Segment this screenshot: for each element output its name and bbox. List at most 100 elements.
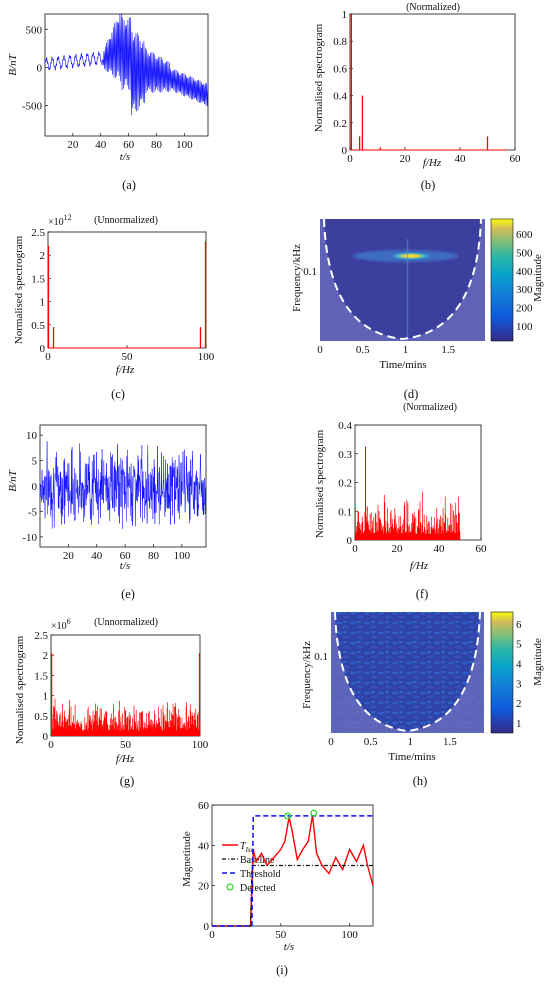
xtick-c-1: 50 — [122, 351, 134, 363]
ytick-e-3: -5 — [28, 506, 38, 518]
ytick-g-0: 0 — [43, 731, 49, 743]
ytick-f-2: 0.2 — [338, 478, 352, 490]
ytick-b-3: 0.6 — [333, 63, 347, 75]
colorbar-label-d: Magnitude — [532, 254, 544, 302]
spectrum-f — [355, 491, 461, 540]
ytick-c-0: 0 — [40, 343, 46, 355]
ytick-b-1: 0.2 — [333, 118, 347, 130]
colorbar-d-tick-5: 600 — [516, 229, 533, 241]
ytick-c-3: 1.5 — [31, 273, 45, 285]
legend-i-entry-2: Threshold — [240, 869, 281, 880]
exponent-g: ×106 — [51, 617, 71, 632]
xtick-a-4: 100 — [176, 139, 193, 151]
xlabel-g: f/Hz — [116, 753, 135, 765]
colorbar-h-tick-4: 5 — [516, 639, 522, 651]
detected-marker-0 — [284, 812, 292, 820]
ytick-f-1: 0.1 — [338, 506, 352, 518]
xlabel-b: f/Hz — [423, 157, 442, 169]
colorbar-h-tick-2: 3 — [516, 678, 522, 690]
legend-i-entry-0: TIso — [240, 841, 255, 854]
xtick-f-3: 60 — [476, 543, 488, 555]
spectrum-g — [50, 698, 201, 736]
xtick-i-2: 100 — [341, 929, 358, 941]
colorbar-h-tick-1: 2 — [516, 698, 522, 710]
xtick-e-2: 60 — [120, 550, 132, 562]
panel-label-f: (f) — [416, 587, 429, 601]
series-i-baseline — [212, 864, 373, 927]
ytick-g-5: 2.5 — [34, 630, 48, 642]
xtick-d-2: 1 — [403, 344, 409, 356]
colorbar-h — [490, 611, 514, 734]
series-a — [44, 13, 209, 116]
xtick-f-1: 20 — [392, 543, 404, 555]
colorbar-label-h: Magnitude — [532, 638, 544, 686]
panel-label-b: (b) — [421, 178, 436, 192]
axes-c — [47, 231, 207, 349]
colorbar-d-tick-2: 300 — [516, 284, 533, 296]
xtick-e-4: 100 — [174, 550, 191, 562]
ytick-b-0: 0 — [342, 145, 348, 157]
ytick-h-0: 0.1 — [314, 651, 328, 663]
title-f: (Normalized) — [403, 402, 457, 413]
xtick-f-0: 0 — [352, 543, 358, 555]
colorbar-d-tick-4: 500 — [516, 247, 533, 259]
xtick-b-2: 40 — [455, 153, 467, 165]
xtick-i-1: 50 — [275, 929, 287, 941]
coi-line-h — [334, 611, 481, 733]
ylabel-g: Normalised spectrogram — [14, 635, 26, 744]
xlabel-i: t/s — [284, 941, 294, 953]
legend-i-tiso-main: T — [240, 841, 247, 852]
colorbar-d — [490, 218, 514, 342]
colorbar-h-tick-5: 6 — [516, 619, 522, 631]
ytick-e-2: 0 — [32, 481, 38, 493]
xtick-b-3: 60 — [510, 153, 522, 165]
ytick-a-0: 500 — [26, 24, 43, 36]
xtick-h-3: 1.5 — [443, 736, 457, 748]
panel-label-i: (i) — [276, 963, 288, 977]
xtick-h-0: 0 — [328, 736, 334, 748]
ytick-b-4: 0.8 — [333, 36, 347, 48]
ylabel-f: Normalised spectrogram — [314, 429, 326, 538]
series-i-t-iso — [212, 814, 374, 927]
ytick-i-2: 40 — [198, 840, 210, 852]
axes-a — [44, 13, 209, 137]
ytick-e-0: 10 — [26, 430, 38, 442]
ylabel-a: B/nT — [7, 53, 19, 75]
xtick-a-3: 80 — [151, 139, 163, 151]
xtick-c-0: 0 — [45, 351, 51, 363]
ytick-e-4: -10 — [22, 532, 37, 544]
ytick-c-1: 0.5 — [31, 320, 45, 332]
coi-cone-d — [320, 219, 485, 341]
xtick-b-1: 20 — [400, 153, 412, 165]
xtick-d-1: 0.5 — [356, 344, 370, 356]
title-c: (Unnormalized) — [94, 215, 158, 226]
xtick-c-2: 100 — [198, 351, 215, 363]
ytick-g-2: 1 — [43, 691, 49, 703]
ylabel-i: Magnetitude — [181, 831, 193, 887]
xtick-a-0: 20 — [67, 139, 79, 151]
ytick-a-1: 0 — [37, 62, 43, 74]
colorbar-d-tick-0: 100 — [516, 321, 533, 333]
axes-b — [349, 13, 516, 151]
xlabel-f: f/Hz — [410, 560, 429, 572]
colorbar-h-tick-3: 4 — [516, 659, 522, 671]
ytick-i-0: 0 — [204, 921, 210, 933]
ytick-i-3: 60 — [198, 800, 210, 812]
ytick-g-1: 0.5 — [34, 711, 48, 723]
xtick-g-2: 100 — [192, 739, 209, 751]
ytick-f-4: 0.4 — [338, 420, 352, 432]
ytick-f-3: 0.3 — [338, 449, 352, 461]
ytick-f-0: 0 — [347, 535, 353, 547]
ytick-a-2: -500 — [22, 101, 43, 113]
panel-label-c: (c) — [111, 387, 125, 401]
panel-label-d: (d) — [404, 387, 419, 401]
ytick-c-5: 2.5 — [31, 227, 45, 239]
xlabel-d: Time/mins — [379, 359, 426, 371]
xtick-i-0: 0 — [209, 929, 215, 941]
xlabel-c: f/Hz — [116, 364, 135, 376]
ytick-g-3: 1.5 — [34, 670, 48, 682]
xtick-g-0: 0 — [48, 739, 54, 751]
xtick-a-2: 60 — [123, 139, 135, 151]
ytick-c-4: 2 — [40, 250, 46, 262]
ylabel-e: B/nT — [7, 469, 19, 491]
